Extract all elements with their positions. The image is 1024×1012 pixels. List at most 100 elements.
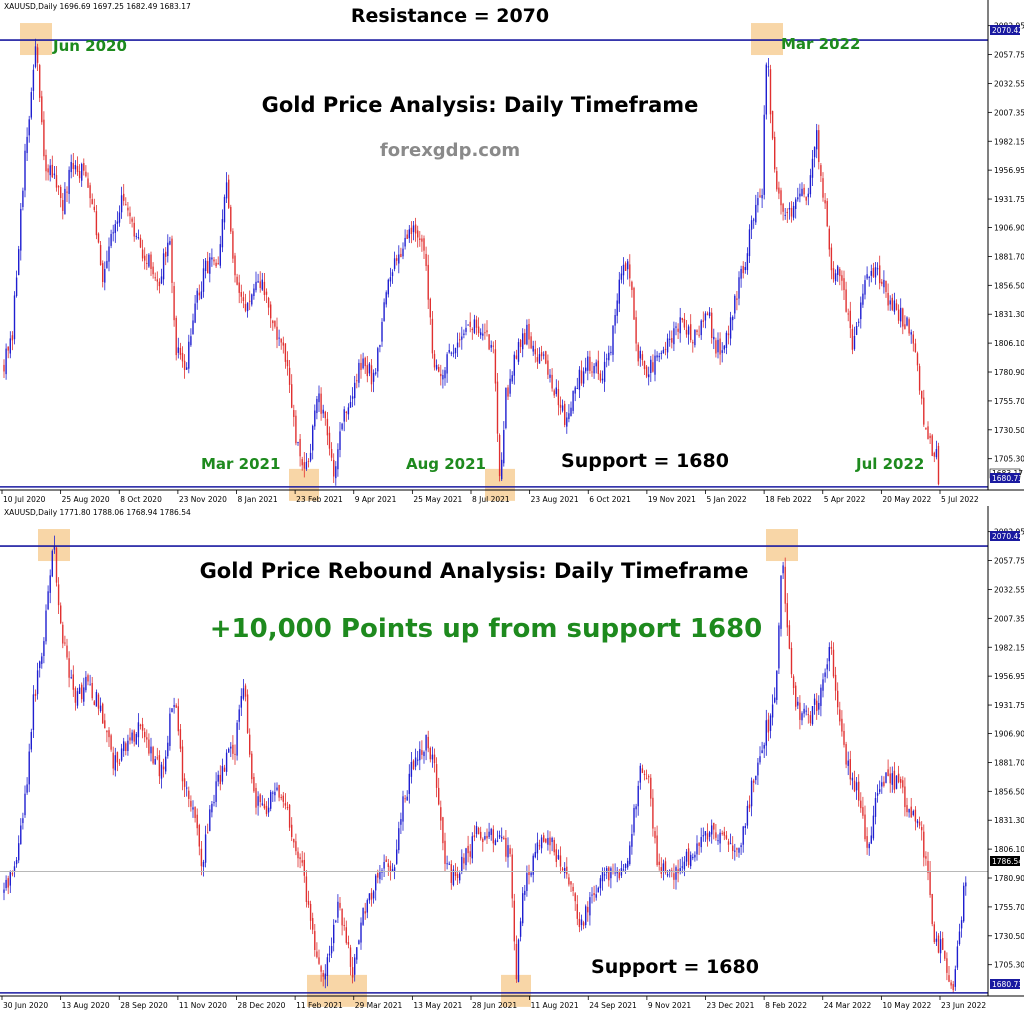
- candle-bear: [698, 334, 700, 336]
- candle-bull: [354, 382, 356, 399]
- candle-bear: [213, 259, 215, 262]
- candle-bull: [939, 939, 942, 954]
- x-tick-label: 5 Jan 2022: [707, 495, 747, 504]
- candle-bear: [438, 787, 440, 805]
- candle-bull: [396, 849, 398, 864]
- candle-bear: [431, 318, 434, 354]
- candle-bear: [904, 324, 906, 329]
- candle-bull: [118, 212, 121, 223]
- candle-bull: [538, 354, 541, 364]
- candle-bull: [213, 802, 215, 804]
- candle-bear: [265, 291, 268, 295]
- symbol-header: XAUUSD,Daily 1696.69 1697.25 1682.49 168…: [4, 2, 191, 11]
- candle-bear: [295, 841, 297, 852]
- x-tick-label: 11 Feb 2021: [296, 1001, 343, 1010]
- chart-bottom-svg[interactable]: 2082.952057.752032.552007.351982.151956.…: [0, 506, 1024, 1012]
- candle-bull: [851, 777, 854, 781]
- candle-bear: [486, 330, 488, 333]
- y-tick-label: 1831.30: [994, 310, 1024, 319]
- candle-bear: [883, 781, 885, 786]
- candle-bear: [473, 835, 476, 838]
- candle-bull: [524, 890, 526, 895]
- candle-bull: [204, 260, 207, 271]
- chart-top-svg[interactable]: 2082.952057.752032.552007.351982.151956.…: [0, 0, 1024, 506]
- candle-bear: [843, 730, 845, 745]
- candle-bull: [137, 237, 140, 239]
- candle-bear: [263, 803, 266, 809]
- candle-bull: [104, 268, 106, 283]
- candle-bull: [746, 253, 749, 271]
- candle-bear: [288, 804, 291, 828]
- candle-bull: [820, 687, 822, 706]
- candle-bull: [169, 241, 171, 245]
- candle-bull: [173, 705, 175, 707]
- candle-bear: [433, 353, 436, 368]
- candle-bear: [141, 724, 144, 731]
- candle-bear: [897, 309, 900, 321]
- candle-bull: [696, 843, 698, 855]
- candle-bear: [146, 262, 148, 264]
- candle-bull: [585, 367, 587, 372]
- candle-bear: [396, 258, 398, 261]
- candle-bull: [855, 782, 858, 791]
- price-tag-current-bottom: 1786.54: [990, 856, 1023, 866]
- candle-bear: [57, 186, 60, 188]
- chart-panel-top[interactable]: 2082.952057.752032.552007.351982.151956.…: [0, 0, 1024, 506]
- candle-bull: [608, 352, 610, 361]
- candle-bear: [3, 364, 5, 372]
- x-tick-label: 9 Nov 2021: [648, 1001, 691, 1010]
- candle-bear: [633, 287, 635, 320]
- candle-bear: [410, 227, 413, 235]
- annotation-jun-2020: Jun 2020: [52, 37, 127, 55]
- candle-bear: [238, 282, 240, 293]
- candle-bear: [608, 867, 610, 881]
- candle-bear: [660, 867, 662, 874]
- candle-bull: [795, 199, 797, 209]
- candle-bull: [723, 345, 725, 350]
- candle-bull: [131, 732, 133, 741]
- candle-bear: [198, 292, 200, 296]
- candle-bull: [114, 224, 116, 233]
- candle-bull: [847, 760, 849, 766]
- candle-bear: [118, 762, 121, 764]
- chart-panel-bottom[interactable]: 2082.952057.752032.552007.351982.151956.…: [0, 506, 1024, 1012]
- candle-bull: [540, 837, 543, 849]
- candle-bull: [34, 46, 37, 67]
- candle-bear: [555, 849, 557, 862]
- candle-bear: [51, 164, 53, 178]
- candle-bull: [761, 750, 763, 754]
- candle-bear: [207, 261, 209, 274]
- candle-bull: [70, 677, 72, 679]
- candle-bull: [127, 740, 129, 752]
- candle-bear: [387, 863, 389, 867]
- candle-bear: [698, 842, 700, 846]
- candle-bull: [53, 545, 56, 550]
- candle-bear: [253, 776, 255, 792]
- candle-bear: [723, 831, 725, 836]
- candle-bear: [933, 924, 935, 943]
- candle-bear: [591, 371, 593, 373]
- candle-bull: [383, 302, 385, 322]
- candle-bear: [404, 798, 406, 800]
- candle-bear: [790, 647, 793, 675]
- candle-bull: [769, 715, 772, 731]
- chart-subtitle-bottom: +10,000 Points up from support 1680: [210, 614, 763, 644]
- y-tick-label: 1806.10: [994, 339, 1024, 348]
- candle-bear: [652, 797, 654, 829]
- y-tick-label: 1982.15: [994, 643, 1024, 652]
- y-tick-label: 2032.55: [994, 79, 1024, 88]
- candle-bear: [839, 268, 841, 277]
- candle-bear: [307, 460, 310, 462]
- candle-bull: [448, 350, 450, 353]
- candle-bull: [893, 300, 896, 312]
- candle-bear: [564, 403, 566, 425]
- candle-bear: [108, 730, 110, 738]
- symbol-header-bottom: XAUUSD,Daily 1771.80 1788.06 1768.94 178…: [4, 508, 191, 517]
- candle-bear: [57, 584, 60, 606]
- x-tick-label: 8 Jan 2021: [238, 495, 278, 504]
- candle-bull: [708, 312, 711, 317]
- candle-bull: [708, 832, 711, 837]
- candle-bear: [921, 827, 923, 831]
- candle-bear: [845, 289, 847, 312]
- candle-bear: [503, 837, 505, 840]
